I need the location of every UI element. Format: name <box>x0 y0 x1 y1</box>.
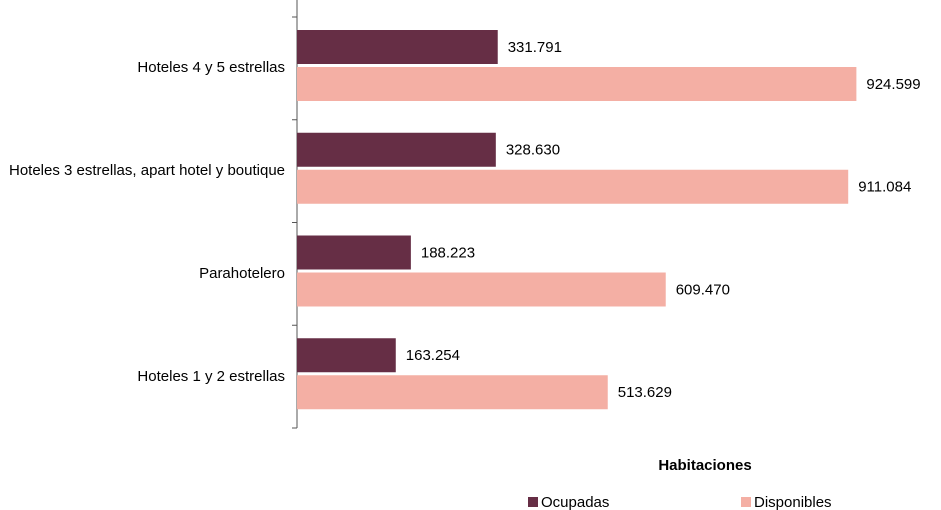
bar <box>297 338 396 373</box>
value-label: 924.599 <box>866 76 920 93</box>
value-label: 609.470 <box>676 281 730 298</box>
category-text: Hoteles 3 estrellas, apart hotel y bouti… <box>9 162 285 180</box>
category-text: Hoteles 4 y 5 estrellas <box>137 59 285 77</box>
bar <box>297 30 498 64</box>
value-label: 328.630 <box>506 142 560 159</box>
bar <box>297 235 411 270</box>
bar <box>297 169 849 204</box>
category-label: Hoteles 3 estrellas, apart hotel y bouti… <box>0 120 285 223</box>
legend-label: Ocupadas <box>541 494 609 510</box>
category-label: Hoteles 4 y 5 estrellas <box>0 17 285 120</box>
value-label: 188.223 <box>421 244 475 261</box>
category-label: Parahotelero <box>0 223 285 326</box>
legend-title: Habitaciones <box>658 457 751 474</box>
category-text: Parahotelero <box>199 264 285 282</box>
bar <box>297 67 857 101</box>
value-label: 911.084 <box>858 179 911 196</box>
bar <box>297 375 608 410</box>
value-label: 513.629 <box>618 384 672 401</box>
value-label: 163.254 <box>406 347 460 364</box>
category-text: Hoteles 1 y 2 estrellas <box>137 367 285 385</box>
legend-swatch <box>741 497 751 507</box>
category-label: Hoteles 1 y 2 estrellas <box>0 325 285 428</box>
legend-label: Disponibles <box>754 494 832 510</box>
legend-swatch <box>528 497 538 507</box>
value-label: 331.791 <box>508 39 562 56</box>
bar <box>297 132 496 167</box>
bar <box>297 272 666 307</box>
